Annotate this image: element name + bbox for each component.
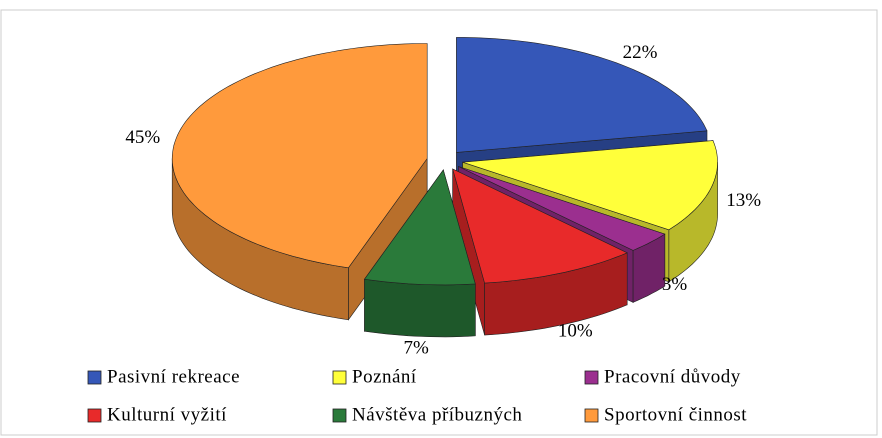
slice <box>171 43 428 269</box>
data-label: 7% <box>404 338 430 359</box>
legend-swatch <box>332 408 347 423</box>
data-label: 22% <box>623 42 658 63</box>
slice <box>456 37 708 153</box>
legend-label: Sportovní činnost <box>604 404 747 425</box>
legend-swatch <box>332 370 347 385</box>
slice <box>458 166 666 251</box>
data-label: 3% <box>662 274 688 295</box>
data-label: 10% <box>558 320 593 341</box>
data-label: 13% <box>726 190 761 211</box>
legend-label: Návštěva příbuzných <box>352 404 522 425</box>
data-label: 45% <box>125 127 160 148</box>
legend-swatch <box>584 370 599 385</box>
legend-swatch <box>87 408 102 423</box>
legend-label: Kulturní vyžití <box>107 404 227 425</box>
legend-swatch <box>87 370 102 385</box>
legend-label: Poznání <box>352 366 417 387</box>
slice <box>363 169 476 286</box>
slice <box>452 168 628 284</box>
legend-label: Pracovní důvody <box>604 366 741 387</box>
legend-label: Pasivní rekreace <box>107 366 240 387</box>
legend-swatch <box>584 408 599 423</box>
slice <box>462 140 718 231</box>
slice-wall <box>364 278 476 338</box>
